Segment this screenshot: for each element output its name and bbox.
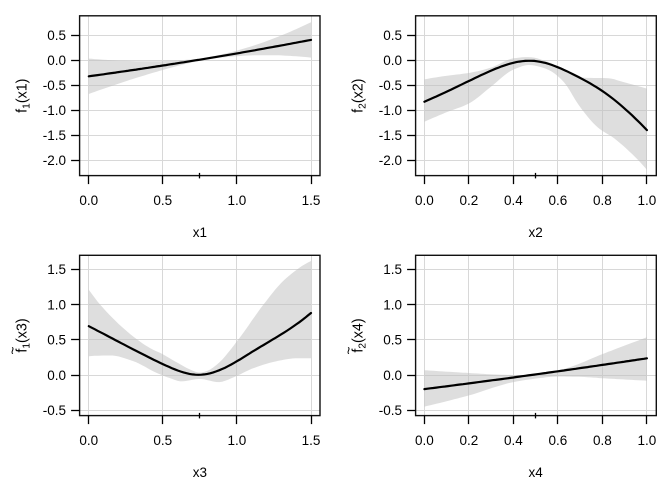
svg-text:x4: x4 xyxy=(528,465,543,480)
svg-text:-1.0: -1.0 xyxy=(379,103,402,118)
svg-text:x3: x3 xyxy=(193,465,207,480)
svg-text:1.0: 1.0 xyxy=(638,193,657,208)
svg-text:x1: x1 xyxy=(193,225,207,240)
svg-text:1.5: 1.5 xyxy=(383,262,402,277)
svg-text:1.0: 1.0 xyxy=(383,297,402,312)
svg-text:0.0: 0.0 xyxy=(415,193,434,208)
svg-text:0.6: 0.6 xyxy=(549,433,568,448)
svg-text:0.6: 0.6 xyxy=(549,193,568,208)
svg-text:-1.0: -1.0 xyxy=(43,103,66,118)
svg-text:-2.0: -2.0 xyxy=(43,153,66,168)
svg-text:0.5: 0.5 xyxy=(383,28,402,43)
svg-text:0.4: 0.4 xyxy=(504,193,523,208)
svg-text:0.5: 0.5 xyxy=(47,333,66,348)
svg-text:1.5: 1.5 xyxy=(302,193,321,208)
svg-text:0.2: 0.2 xyxy=(460,433,479,448)
svg-text:1.0: 1.0 xyxy=(638,433,657,448)
svg-text:1.5: 1.5 xyxy=(302,433,321,448)
svg-text:-0.5: -0.5 xyxy=(379,78,402,93)
svg-text:1.5: 1.5 xyxy=(47,262,66,277)
svg-text:-1.5: -1.5 xyxy=(379,128,402,143)
svg-text:1.0: 1.0 xyxy=(47,297,66,312)
svg-text:0.5: 0.5 xyxy=(153,193,172,208)
svg-text:x2: x2 xyxy=(528,225,542,240)
svg-text:0.8: 0.8 xyxy=(593,433,612,448)
svg-text:0.4: 0.4 xyxy=(504,433,523,448)
svg-text:0.5: 0.5 xyxy=(153,433,172,448)
svg-text:0.0: 0.0 xyxy=(79,433,98,448)
svg-text:0.0: 0.0 xyxy=(79,193,98,208)
svg-text:-1.5: -1.5 xyxy=(43,128,66,143)
svg-text:0.2: 0.2 xyxy=(460,193,479,208)
svg-text:0.5: 0.5 xyxy=(383,333,402,348)
svg-text:0.0: 0.0 xyxy=(415,433,434,448)
svg-text:0.0: 0.0 xyxy=(383,368,402,383)
svg-text:1.0: 1.0 xyxy=(228,433,247,448)
svg-text:0.0: 0.0 xyxy=(383,53,402,68)
svg-text:-0.5: -0.5 xyxy=(43,78,66,93)
svg-text:0.0: 0.0 xyxy=(47,368,66,383)
svg-text:~: ~ xyxy=(341,346,357,354)
svg-text:~: ~ xyxy=(5,346,21,354)
svg-text:-2.0: -2.0 xyxy=(379,153,402,168)
svg-text:-0.5: -0.5 xyxy=(43,403,66,418)
svg-text:0.5: 0.5 xyxy=(47,28,66,43)
svg-text:0.8: 0.8 xyxy=(593,193,612,208)
svg-text:1.0: 1.0 xyxy=(228,193,247,208)
svg-text:-0.5: -0.5 xyxy=(379,403,402,418)
svg-text:0.0: 0.0 xyxy=(47,53,66,68)
